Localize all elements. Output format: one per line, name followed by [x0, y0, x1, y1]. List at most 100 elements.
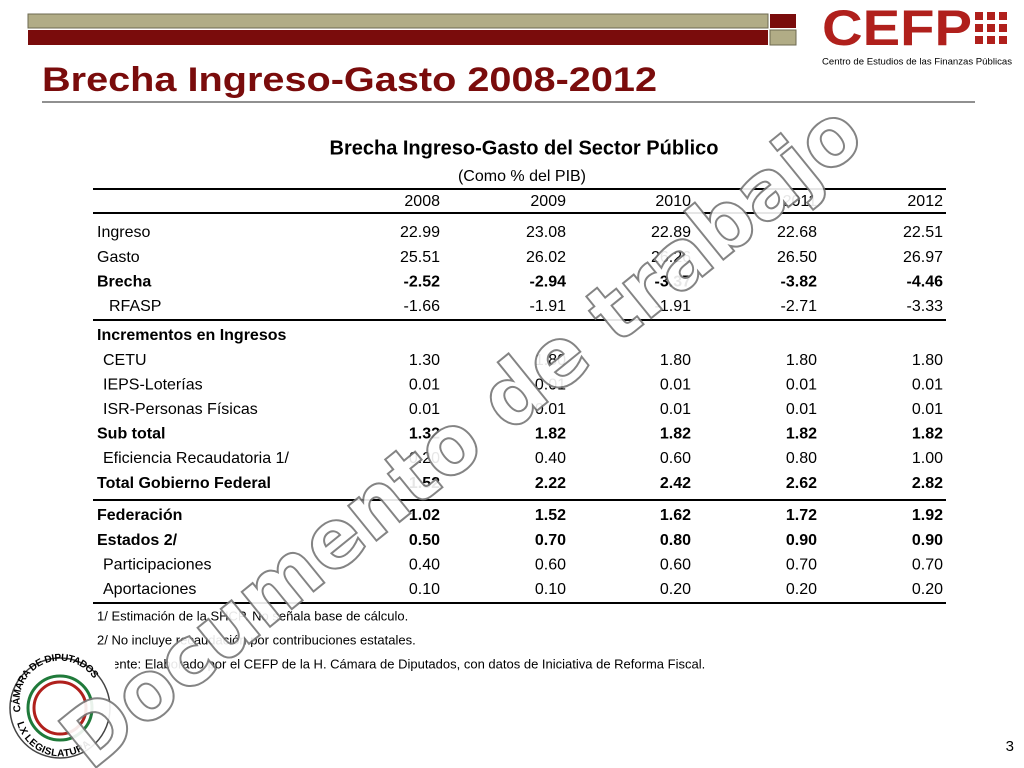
cell: 2.62	[786, 475, 817, 492]
cell: 0.10	[535, 581, 566, 598]
row-label: CETU	[103, 352, 147, 369]
cell: 1.32	[409, 426, 440, 443]
row-label: Participaciones	[103, 556, 212, 573]
cell: 0.20	[912, 581, 943, 598]
cell: 1.82	[660, 426, 691, 443]
row-label: Estados 2/	[97, 532, 178, 549]
column-header: 2010	[655, 193, 691, 210]
row-label: ISR-Personas Físicas	[103, 401, 258, 418]
cell: 1.02	[409, 507, 440, 524]
cell: 0.70	[786, 556, 817, 573]
cell: 0.90	[912, 532, 943, 549]
cell: 22.51	[903, 224, 943, 241]
cell: 1.30	[409, 352, 440, 369]
cell: 22.89	[651, 224, 691, 241]
note: Fuente: Elaborado por el CEFP de la H. C…	[97, 656, 705, 671]
cell: 22.68	[777, 224, 817, 241]
slide-title: Brecha Ingreso-Gasto 2008-2012	[42, 61, 657, 99]
note: 1/ Estimación de la SHCP. No señala base…	[97, 608, 408, 623]
cell: 1.62	[660, 507, 691, 524]
cell: -4.46	[907, 273, 944, 290]
cell: 0.80	[786, 450, 817, 467]
row-label: Aportaciones	[103, 581, 196, 598]
cell: 0.01	[660, 401, 691, 418]
seal-ring	[9, 657, 111, 759]
cell: -2.71	[781, 298, 818, 315]
logo-grid	[975, 12, 1007, 44]
red-bar	[28, 30, 768, 45]
seal-inner	[26, 674, 94, 742]
row-label: IEPS-Loterías	[103, 376, 203, 393]
row-label: Gasto	[97, 249, 140, 266]
cell: 0.20	[786, 581, 817, 598]
cell: 1.52	[409, 475, 440, 492]
cell: 1.82	[912, 426, 943, 443]
row-label: RFASP	[109, 298, 161, 315]
cell: 0.01	[409, 376, 440, 393]
cell: 0.20	[660, 581, 691, 598]
cell: -3.33	[907, 298, 944, 315]
row-label: Brecha	[97, 273, 151, 290]
cell: 0.01	[912, 376, 943, 393]
row-label: Ingreso	[97, 224, 150, 241]
cell: -1.66	[404, 298, 441, 315]
top-bar	[27, 13, 769, 29]
cell: 1.82	[535, 426, 566, 443]
cell: 2.42	[660, 475, 691, 492]
row-label: Total Gobierno Federal	[97, 475, 271, 492]
cell: 0.60	[660, 556, 691, 573]
cell: 2.82	[912, 475, 943, 492]
cell: 0.70	[912, 556, 943, 573]
cell: 0.01	[535, 376, 566, 393]
cell: 1.52	[535, 507, 566, 524]
bar-square	[769, 29, 797, 46]
cell: -2.52	[404, 273, 441, 290]
seal-inner	[32, 680, 88, 736]
row-label: Eficiencia Recaudatoria 1/	[103, 450, 289, 467]
cell: 26.50	[777, 249, 817, 266]
cell: 23.08	[526, 224, 566, 241]
cell: 0.90	[786, 532, 817, 549]
cell: 0.60	[535, 556, 566, 573]
column-header: 2008	[404, 193, 440, 210]
cell: 0.01	[786, 376, 817, 393]
cell: 2.22	[535, 475, 566, 492]
cell: 1.00	[912, 450, 943, 467]
table: Brecha Ingreso-Gasto del Sector Público (…	[93, 137, 946, 671]
cell: -1.91	[655, 298, 692, 315]
cell: 0.01	[409, 401, 440, 418]
cell: 0.01	[535, 401, 566, 418]
table-subtitle: (Como % del PIB)	[458, 168, 586, 185]
cell: 26.97	[903, 249, 943, 266]
cell: 0.20	[409, 450, 440, 467]
column-header: 2011	[783, 193, 818, 210]
cell: 1.82	[786, 426, 817, 443]
cell: 0.01	[660, 376, 691, 393]
cell: 0.70	[535, 532, 566, 549]
cell: 1.80	[786, 352, 817, 369]
cell: -3.37	[655, 273, 692, 290]
column-header: 2012	[907, 193, 943, 210]
page-number: 3	[1006, 738, 1014, 755]
cell: 0.10	[409, 581, 440, 598]
row-label: Federación	[97, 507, 182, 524]
logo-text: CEFP	[822, 0, 972, 56]
cell: -2.94	[530, 273, 567, 290]
bar-square	[770, 14, 796, 28]
cell: 1.80	[912, 352, 943, 369]
cell: 0.60	[660, 450, 691, 467]
cell: 0.01	[912, 401, 943, 418]
logo-subtitle: Centro de Estudios de las Finanzas Públi…	[822, 56, 1013, 66]
cell: -3.82	[781, 273, 818, 290]
cell: 1.92	[912, 507, 943, 524]
cell: 0.40	[535, 450, 566, 467]
cell: 0.40	[409, 556, 440, 573]
table-title: Brecha Ingreso-Gasto del Sector Público	[330, 137, 719, 159]
cell: 25.51	[400, 249, 440, 266]
cell: 0.50	[409, 532, 440, 549]
row-label: Incrementos en Ingresos	[97, 327, 286, 344]
seal: CÁMARA DE DIPUTADOS LX LEGISLATURA	[3, 650, 115, 762]
cell: -1.91	[530, 298, 567, 315]
cell: 1.72	[786, 507, 817, 524]
